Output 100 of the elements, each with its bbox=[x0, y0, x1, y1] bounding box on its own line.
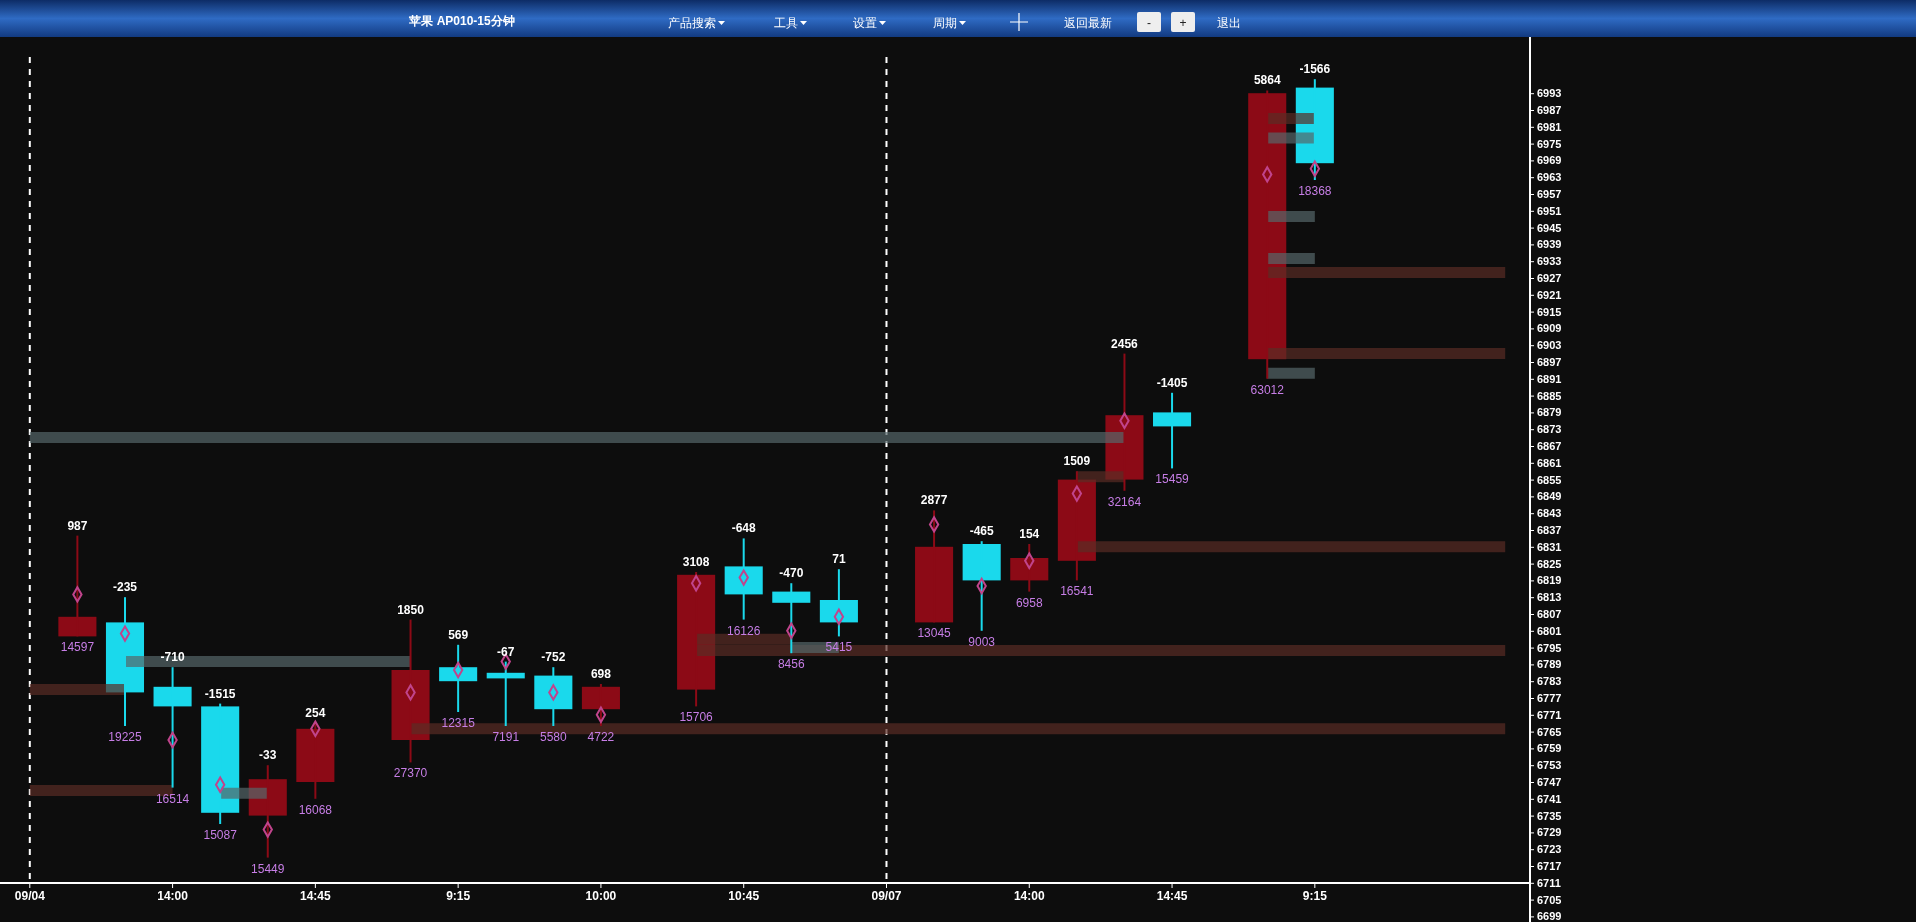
annotation: 12315 bbox=[441, 716, 476, 730]
y-tick-label: 6711 bbox=[1537, 876, 1561, 889]
y-tick-label: 6825 bbox=[1537, 557, 1562, 570]
x-tick-label: 10:45 bbox=[728, 888, 760, 903]
text: -1566 bbox=[1299, 62, 1331, 77]
y-tick-label: 6927 bbox=[1537, 272, 1562, 285]
y-tick-label: 6909 bbox=[1537, 322, 1562, 335]
x-tick-label: 9:15 bbox=[1302, 888, 1328, 903]
text: -67 bbox=[497, 644, 515, 659]
y-tick-label: 6783 bbox=[1537, 675, 1562, 688]
x-tick-label: 09/07 bbox=[871, 888, 902, 903]
x-tick-label: 14:00 bbox=[1013, 888, 1045, 903]
candlestick bbox=[915, 509, 954, 624]
text: 254 bbox=[305, 706, 326, 721]
y-tick-label: 6957 bbox=[1537, 188, 1562, 201]
y-tick-label: 6771 bbox=[1537, 708, 1562, 721]
text: 569 bbox=[448, 627, 469, 642]
text: 5864 bbox=[1253, 73, 1281, 88]
y-tick-label: 6891 bbox=[1537, 372, 1562, 385]
x-tick-label: 14:00 bbox=[157, 888, 189, 903]
annotation: 7191 bbox=[492, 730, 520, 744]
annotation: 16126 bbox=[727, 623, 761, 638]
text: 154 bbox=[1019, 527, 1040, 541]
y-tick-label: 6813 bbox=[1537, 591, 1562, 604]
y-tick-label: 6807 bbox=[1537, 608, 1562, 621]
candlestick bbox=[581, 683, 620, 727]
text: -1515 bbox=[204, 686, 236, 701]
text: -33 bbox=[259, 748, 277, 763]
annotation: 63012 bbox=[1250, 382, 1285, 397]
annotation: 15459 bbox=[1155, 472, 1190, 487]
y-tick-label: 6747 bbox=[1537, 776, 1562, 789]
y-tick-label: 6801 bbox=[1537, 624, 1562, 637]
y-tick-label: 6987 bbox=[1537, 104, 1562, 117]
y-tick-label: 6903 bbox=[1537, 339, 1562, 352]
y-tick-label: 6831 bbox=[1537, 540, 1562, 553]
y-tick-label: 6975 bbox=[1537, 137, 1562, 150]
y-tick-label: 6873 bbox=[1537, 423, 1562, 436]
candlestick bbox=[677, 571, 716, 708]
point bbox=[1071, 485, 1083, 502]
y-tick-label: 6777 bbox=[1537, 692, 1562, 705]
y-tick-label: 6723 bbox=[1537, 843, 1562, 856]
y-tick-label: 6951 bbox=[1537, 204, 1562, 217]
y-tick-label: 6843 bbox=[1537, 507, 1562, 520]
text: -710 bbox=[160, 650, 185, 665]
y-tick-label: 6849 bbox=[1537, 490, 1562, 503]
y-tick-label: 6789 bbox=[1537, 658, 1562, 671]
x-tick-label: 10:00 bbox=[585, 888, 617, 903]
annotation: 16068 bbox=[298, 802, 333, 817]
y-tick-label: 6837 bbox=[1537, 524, 1562, 537]
candlestick bbox=[724, 537, 763, 621]
text: 987 bbox=[67, 518, 88, 533]
text: 周期 bbox=[933, 16, 957, 30]
text: 退出 bbox=[1217, 16, 1241, 30]
candlestick bbox=[153, 666, 192, 789]
y-tick-label: 6963 bbox=[1537, 171, 1562, 184]
y-tick-label: 6915 bbox=[1537, 305, 1562, 318]
y-tick-label: 6867 bbox=[1537, 440, 1562, 453]
y-tick-label: 6981 bbox=[1537, 120, 1562, 133]
y-tick-label: 6735 bbox=[1537, 809, 1562, 822]
annotation: 15706 bbox=[679, 710, 714, 725]
y-tick-label: 6795 bbox=[1537, 641, 1562, 654]
y-tick-label: 6933 bbox=[1537, 255, 1562, 268]
text: 2877 bbox=[920, 493, 948, 508]
y-tick-label: 6969 bbox=[1537, 154, 1562, 167]
text: -752 bbox=[541, 650, 566, 665]
y-tick-label: 6765 bbox=[1537, 725, 1562, 738]
text: -1405 bbox=[1156, 375, 1188, 390]
y-tick-label: 6699 bbox=[1537, 910, 1562, 922]
y-tick-label: 6861 bbox=[1537, 456, 1562, 469]
annotation: 27370 bbox=[393, 766, 428, 781]
y-tick-label: 6885 bbox=[1537, 389, 1562, 402]
annotation: 16541 bbox=[1060, 584, 1094, 599]
candlestick bbox=[962, 540, 1001, 632]
x-tick-label: 09/04 bbox=[14, 888, 46, 903]
y-tick-label: 6753 bbox=[1537, 759, 1562, 772]
y-tick-label: 6759 bbox=[1537, 742, 1562, 755]
candlestick bbox=[58, 534, 97, 638]
x-tick-label: 9:15 bbox=[446, 888, 471, 903]
annotation: 9003 bbox=[968, 634, 996, 649]
annotation: 5415 bbox=[825, 640, 853, 655]
y-tick-label: 6897 bbox=[1537, 356, 1562, 369]
y-tick-label: 6855 bbox=[1537, 473, 1562, 486]
text: 1509 bbox=[1063, 454, 1091, 469]
y-tick-label: 6993 bbox=[1537, 87, 1562, 100]
text: 1850 bbox=[397, 602, 424, 617]
text: 产品搜索 bbox=[668, 16, 716, 30]
text: + bbox=[1179, 16, 1187, 30]
text: -470 bbox=[779, 566, 804, 581]
x-tick-label: 14:45 bbox=[300, 888, 332, 903]
candlestick bbox=[534, 666, 573, 727]
annotation: 16514 bbox=[155, 791, 190, 806]
y-tick-label: 6879 bbox=[1537, 406, 1562, 419]
y-tick-label: 6819 bbox=[1537, 574, 1562, 587]
y-tick-label: 6729 bbox=[1537, 826, 1562, 839]
y-tick-label: 6741 bbox=[1537, 792, 1562, 805]
text: -235 bbox=[112, 580, 137, 595]
text: 698 bbox=[590, 667, 611, 681]
text: 71 bbox=[832, 552, 846, 567]
annotation: 8456 bbox=[777, 657, 805, 672]
text: 3108 bbox=[682, 555, 710, 569]
